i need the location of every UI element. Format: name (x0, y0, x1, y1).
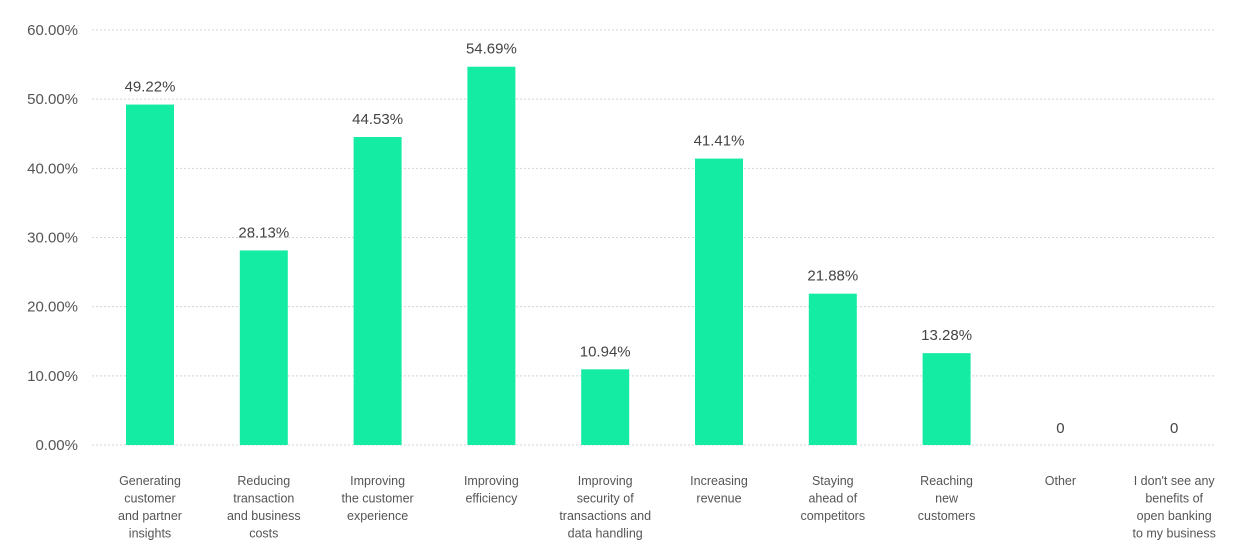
data-label: 41.41% (694, 133, 745, 150)
gridlines (92, 29, 1215, 446)
category-label: Improving security of transactions and data… (559, 474, 651, 541)
y-axis-tick-labels: 0.00% 10.00% 20.00% 30.00% 40.00% 50.00% 60.00… (27, 22, 78, 454)
data-label: 54.69% (466, 41, 517, 58)
bar (353, 137, 402, 445)
y-tick-label: 0.00% (35, 437, 78, 454)
category-label: Reducing transaction and business costs (227, 474, 301, 541)
x-axis-category-labels: Generating customer and partner insights Red… (118, 474, 1216, 541)
data-label: 49.22% (125, 79, 176, 96)
data-label: 0 (1170, 420, 1178, 437)
category-label: Improving efficiency (464, 474, 519, 506)
y-tick-label: 20.00% (27, 299, 78, 316)
y-tick-label: 50.00% (27, 91, 78, 108)
bar (922, 353, 971, 445)
data-labels: 49.22% 28.13% 44.53% 54.69% 10.94% 41.41% 21.8… (125, 41, 1179, 437)
data-label: 21.88% (807, 268, 858, 285)
category-label: Staying ahead of competitors (800, 474, 865, 523)
bar (467, 66, 516, 445)
data-label: 0 (1056, 420, 1064, 437)
category-label: Other (1045, 474, 1076, 488)
data-label: 13.28% (921, 327, 972, 344)
y-tick-label: 60.00% (27, 22, 78, 39)
data-label: 44.53% (352, 111, 403, 128)
category-label: I don't see any benefits of open banking to… (1133, 474, 1216, 541)
bar (126, 104, 174, 445)
bar (808, 293, 857, 445)
y-tick-label: 40.00% (27, 160, 78, 177)
data-label: 10.94% (580, 343, 631, 360)
y-tick-label: 10.00% (27, 368, 78, 385)
bar (695, 158, 743, 446)
category-label: Generating customer and partner insights (118, 474, 182, 541)
data-label: 28.13% (238, 224, 289, 241)
bar (581, 369, 630, 445)
category-label: Improving the customer experience (341, 474, 413, 523)
category-label: Increasing revenue (690, 474, 748, 506)
y-tick-label: 30.00% (27, 230, 78, 247)
category-label: Reaching new customers (918, 474, 976, 523)
bar (239, 250, 288, 445)
bars (126, 66, 971, 446)
